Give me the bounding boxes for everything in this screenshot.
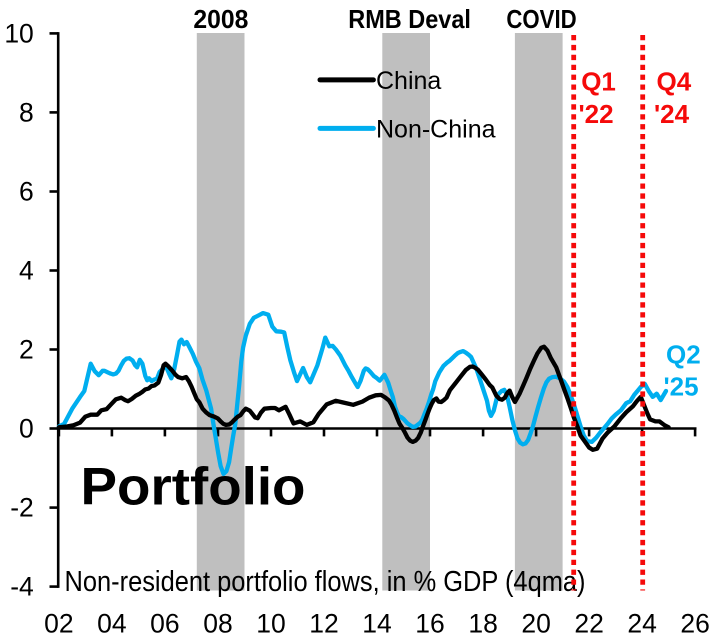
svg-text:14: 14	[362, 608, 391, 638]
svg-text:Q1: Q1	[581, 67, 616, 97]
svg-text:0: 0	[19, 414, 34, 444]
svg-text:China: China	[376, 67, 441, 95]
svg-text:20: 20	[521, 608, 550, 638]
svg-text:6: 6	[19, 177, 34, 207]
svg-text:'22: '22	[579, 99, 614, 129]
svg-text:Portfolio: Portfolio	[81, 458, 306, 517]
svg-text:-4: -4	[10, 572, 34, 602]
svg-text:-2: -2	[10, 493, 34, 523]
svg-text:18: 18	[468, 608, 497, 638]
svg-text:10: 10	[4, 19, 33, 49]
svg-text:Q4: Q4	[657, 67, 692, 97]
svg-text:02: 02	[44, 608, 73, 638]
svg-text:Non-resident portfolio flows,: Non-resident portfolio flows, in % GDP (…	[65, 566, 586, 598]
svg-text:'25: '25	[664, 372, 699, 402]
svg-text:08: 08	[203, 608, 232, 638]
svg-text:8: 8	[19, 98, 34, 128]
svg-text:2008: 2008	[193, 4, 248, 34]
svg-text:2: 2	[19, 335, 34, 365]
svg-text:Non-China: Non-China	[376, 115, 496, 143]
svg-text:16: 16	[415, 608, 444, 638]
svg-text:10: 10	[256, 608, 285, 638]
svg-text:COVID: COVID	[506, 4, 576, 34]
svg-text:Q2: Q2	[666, 340, 701, 370]
svg-text:26: 26	[680, 608, 709, 638]
svg-text:06: 06	[150, 608, 179, 638]
svg-text:12: 12	[309, 608, 338, 638]
svg-text:RMB Deval: RMB Deval	[348, 4, 471, 34]
svg-text:4: 4	[19, 256, 34, 286]
svg-text:04: 04	[97, 608, 126, 638]
svg-text:22: 22	[574, 608, 603, 638]
svg-text:'24: '24	[654, 99, 690, 129]
svg-text:24: 24	[627, 608, 656, 638]
